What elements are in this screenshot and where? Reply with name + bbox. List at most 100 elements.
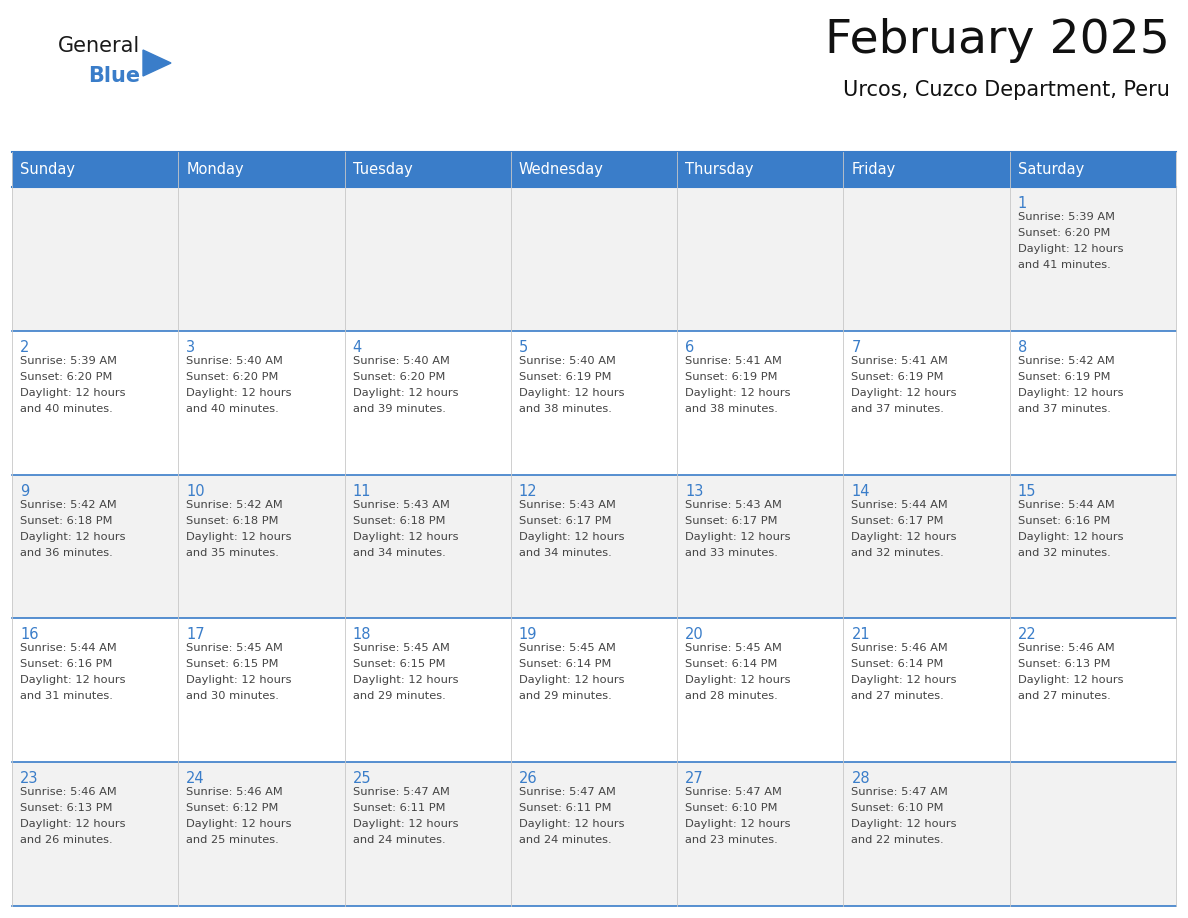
Text: and 39 minutes.: and 39 minutes. — [353, 404, 446, 414]
Bar — [12, 152, 1176, 187]
Text: and 24 minutes.: and 24 minutes. — [353, 835, 446, 845]
Text: Daylight: 12 hours: Daylight: 12 hours — [1018, 532, 1123, 542]
Text: Sunset: 6:19 PM: Sunset: 6:19 PM — [685, 372, 778, 382]
Text: Daylight: 12 hours: Daylight: 12 hours — [353, 387, 459, 397]
Polygon shape — [143, 50, 171, 76]
Text: Sunset: 6:16 PM: Sunset: 6:16 PM — [20, 659, 113, 669]
Text: Daylight: 12 hours: Daylight: 12 hours — [685, 676, 791, 686]
Bar — [677, 187, 843, 330]
Text: Daylight: 12 hours: Daylight: 12 hours — [20, 387, 126, 397]
Text: and 31 minutes.: and 31 minutes. — [20, 691, 113, 701]
Text: 11: 11 — [353, 484, 371, 498]
Text: Daylight: 12 hours: Daylight: 12 hours — [519, 819, 625, 829]
Bar — [178, 187, 345, 330]
Text: and 33 minutes.: and 33 minutes. — [685, 548, 778, 557]
Text: 24: 24 — [187, 771, 204, 786]
Bar — [178, 475, 345, 619]
Text: 6: 6 — [685, 340, 695, 354]
Text: Daylight: 12 hours: Daylight: 12 hours — [20, 819, 126, 829]
Text: Sunrise: 5:47 AM: Sunrise: 5:47 AM — [353, 788, 449, 797]
Text: Sunset: 6:17 PM: Sunset: 6:17 PM — [685, 516, 778, 526]
Text: 25: 25 — [353, 771, 371, 786]
Bar — [677, 330, 843, 475]
Text: Daylight: 12 hours: Daylight: 12 hours — [187, 532, 292, 542]
Bar — [12, 619, 178, 762]
Text: Sunset: 6:19 PM: Sunset: 6:19 PM — [852, 372, 944, 382]
Bar — [843, 330, 1010, 475]
Text: Daylight: 12 hours: Daylight: 12 hours — [20, 532, 126, 542]
Text: Sunrise: 5:41 AM: Sunrise: 5:41 AM — [852, 356, 948, 365]
Text: and 34 minutes.: and 34 minutes. — [353, 548, 446, 557]
Text: and 27 minutes.: and 27 minutes. — [852, 691, 944, 701]
Text: Sunrise: 5:46 AM: Sunrise: 5:46 AM — [852, 644, 948, 654]
Text: and 22 minutes.: and 22 minutes. — [852, 835, 944, 845]
Text: Sunrise: 5:39 AM: Sunrise: 5:39 AM — [20, 356, 116, 365]
Text: Sunset: 6:14 PM: Sunset: 6:14 PM — [685, 659, 777, 669]
Text: Sunset: 6:20 PM: Sunset: 6:20 PM — [353, 372, 446, 382]
Text: 26: 26 — [519, 771, 537, 786]
Text: and 24 minutes.: and 24 minutes. — [519, 835, 612, 845]
Text: Friday: Friday — [852, 162, 896, 177]
Text: 5: 5 — [519, 340, 529, 354]
Text: Wednesday: Wednesday — [519, 162, 604, 177]
Text: Sunset: 6:12 PM: Sunset: 6:12 PM — [187, 803, 279, 813]
Bar — [677, 762, 843, 906]
Bar — [12, 475, 178, 619]
Text: 9: 9 — [20, 484, 30, 498]
Bar — [345, 475, 511, 619]
Text: Sunrise: 5:45 AM: Sunrise: 5:45 AM — [519, 644, 615, 654]
Text: Sunrise: 5:47 AM: Sunrise: 5:47 AM — [852, 788, 948, 797]
Text: 18: 18 — [353, 627, 371, 643]
Text: Sunrise: 5:47 AM: Sunrise: 5:47 AM — [519, 788, 615, 797]
Text: Monday: Monday — [187, 162, 244, 177]
Text: 2: 2 — [20, 340, 30, 354]
Bar — [12, 330, 178, 475]
Text: Sunrise: 5:42 AM: Sunrise: 5:42 AM — [20, 499, 116, 509]
Text: Sunrise: 5:44 AM: Sunrise: 5:44 AM — [852, 499, 948, 509]
Bar — [511, 475, 677, 619]
Text: Daylight: 12 hours: Daylight: 12 hours — [1018, 387, 1123, 397]
Text: Sunday: Sunday — [20, 162, 75, 177]
Text: 13: 13 — [685, 484, 703, 498]
Text: Sunset: 6:15 PM: Sunset: 6:15 PM — [187, 659, 279, 669]
Text: and 40 minutes.: and 40 minutes. — [20, 404, 113, 414]
Text: General: General — [58, 36, 140, 56]
Text: Sunset: 6:20 PM: Sunset: 6:20 PM — [187, 372, 279, 382]
Text: Sunset: 6:17 PM: Sunset: 6:17 PM — [852, 516, 944, 526]
Text: 4: 4 — [353, 340, 362, 354]
Text: Sunrise: 5:40 AM: Sunrise: 5:40 AM — [187, 356, 283, 365]
Text: and 34 minutes.: and 34 minutes. — [519, 548, 612, 557]
Text: Sunset: 6:14 PM: Sunset: 6:14 PM — [852, 659, 943, 669]
Text: 20: 20 — [685, 627, 704, 643]
Text: Sunrise: 5:46 AM: Sunrise: 5:46 AM — [1018, 644, 1114, 654]
Text: Daylight: 12 hours: Daylight: 12 hours — [187, 387, 292, 397]
Text: Daylight: 12 hours: Daylight: 12 hours — [685, 819, 791, 829]
Text: Sunset: 6:13 PM: Sunset: 6:13 PM — [20, 803, 113, 813]
Text: Thursday: Thursday — [685, 162, 753, 177]
Bar — [12, 187, 178, 330]
Bar — [1010, 762, 1176, 906]
Text: Daylight: 12 hours: Daylight: 12 hours — [519, 387, 625, 397]
Text: and 27 minutes.: and 27 minutes. — [1018, 691, 1111, 701]
Text: Sunrise: 5:44 AM: Sunrise: 5:44 AM — [20, 644, 116, 654]
Bar — [1010, 330, 1176, 475]
Text: and 36 minutes.: and 36 minutes. — [20, 548, 113, 557]
Text: Sunrise: 5:46 AM: Sunrise: 5:46 AM — [187, 788, 283, 797]
Text: Sunset: 6:10 PM: Sunset: 6:10 PM — [685, 803, 778, 813]
Bar — [511, 619, 677, 762]
Text: Sunrise: 5:41 AM: Sunrise: 5:41 AM — [685, 356, 782, 365]
Text: and 38 minutes.: and 38 minutes. — [519, 404, 612, 414]
Bar — [677, 619, 843, 762]
Text: Daylight: 12 hours: Daylight: 12 hours — [519, 676, 625, 686]
Bar — [511, 330, 677, 475]
Text: Sunrise: 5:39 AM: Sunrise: 5:39 AM — [1018, 212, 1114, 222]
Text: Daylight: 12 hours: Daylight: 12 hours — [1018, 244, 1123, 254]
Text: Sunset: 6:18 PM: Sunset: 6:18 PM — [353, 516, 446, 526]
Text: and 41 minutes.: and 41 minutes. — [1018, 260, 1111, 270]
Text: Sunset: 6:19 PM: Sunset: 6:19 PM — [519, 372, 612, 382]
Bar — [345, 619, 511, 762]
Text: Sunset: 6:18 PM: Sunset: 6:18 PM — [187, 516, 279, 526]
Text: Sunset: 6:18 PM: Sunset: 6:18 PM — [20, 516, 113, 526]
Text: 28: 28 — [852, 771, 870, 786]
Text: Sunrise: 5:43 AM: Sunrise: 5:43 AM — [685, 499, 782, 509]
